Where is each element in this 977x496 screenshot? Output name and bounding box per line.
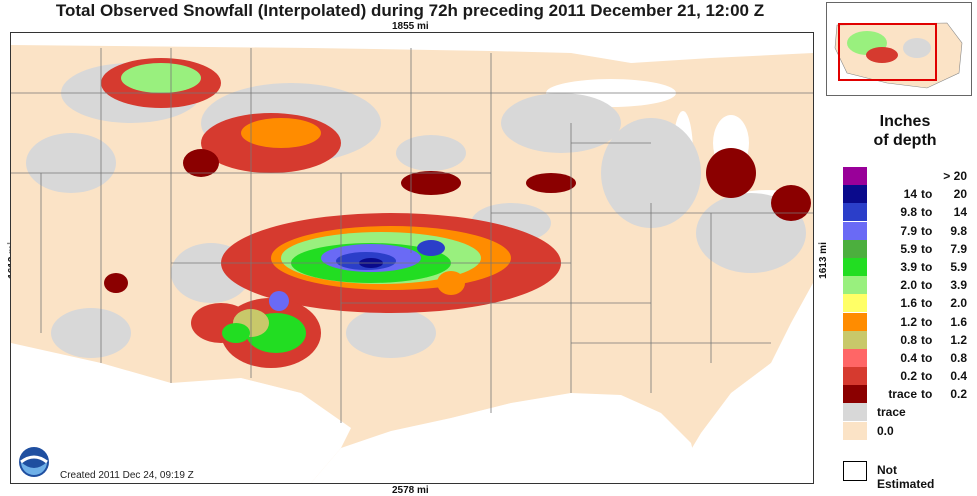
legend-row: 1.6 to 2.0 xyxy=(843,294,973,313)
legend-range-low: 9.8 xyxy=(900,205,917,220)
legend-range-to: to xyxy=(921,259,933,274)
created-timestamp: Created 2011 Dec 24, 09:19 Z xyxy=(60,470,194,481)
legend-range-high: 1.6 xyxy=(950,314,967,329)
legend-range-to: to xyxy=(921,187,933,202)
legend-range-high: 5.9 xyxy=(950,259,967,274)
legend-row: 14 to 20 xyxy=(843,185,973,204)
legend-row: 0.8 to 1.2 xyxy=(843,330,973,349)
legend-range-high: 0.4 xyxy=(950,369,967,384)
legend-range-to: to xyxy=(921,205,933,220)
legend-swatch xyxy=(843,221,867,240)
legend-row: 1.2 to 1.6 xyxy=(843,312,973,331)
legend-range-low: 0.8 xyxy=(900,332,917,347)
legend-swatch xyxy=(843,167,867,185)
legend-range-to: to xyxy=(921,387,933,402)
legend-range-high: > 20 xyxy=(943,169,967,183)
legend-swatch xyxy=(843,312,867,331)
legend-range-to: to xyxy=(921,296,933,311)
legend-title-line2: of depth xyxy=(873,132,937,149)
legend-range-low: 0.2 xyxy=(900,369,917,384)
legend-swatch xyxy=(843,385,867,404)
legend-range-to: to xyxy=(921,332,933,347)
legend-label: 0.0 xyxy=(877,423,894,438)
legend-range-to: to xyxy=(921,223,933,238)
inset-extent-frame xyxy=(838,23,937,81)
snowfall-map-svg xyxy=(11,33,813,483)
distance-right-label: 1613 mi xyxy=(817,242,829,279)
heavy-snow-areas xyxy=(269,240,445,311)
legend-swatch xyxy=(843,294,867,313)
legend-swatch xyxy=(843,367,867,386)
distance-bottom-label: 2578 mi xyxy=(392,485,429,496)
noaa-logo-icon xyxy=(19,447,49,477)
legend-row: 5.9 to 7.9 xyxy=(843,239,973,258)
atlantic-water xyxy=(701,283,813,483)
legend-row: 3.9 to 5.9 xyxy=(843,257,973,276)
legend-range-low: 2.0 xyxy=(900,278,917,293)
legend-range-to: to xyxy=(921,369,933,384)
legend: > 20 14 to 20 9.8 to 14 7.9 to 9.8 5.9 to 7.9 3.9 to 5.… xyxy=(843,167,973,440)
legend-range-to: to xyxy=(921,241,933,256)
legend-range-high: 14 xyxy=(953,205,967,220)
mexico-region xyxy=(11,343,351,483)
legend-swatch xyxy=(843,330,867,349)
snowfall-map xyxy=(10,32,814,484)
legend-title: Inches of depth xyxy=(850,112,960,150)
legend-range-low: 14 xyxy=(903,187,917,202)
legend-range-high: 7.9 xyxy=(950,241,967,256)
legend-row: trace xyxy=(843,403,973,422)
legend-row: 9.8 to 14 xyxy=(843,203,973,222)
legend-range-low: 5.9 xyxy=(900,241,917,256)
legend-row: 7.9 to 9.8 xyxy=(843,221,973,240)
legend-range-low: 1.6 xyxy=(900,296,917,311)
legend-range-low: 3.9 xyxy=(900,259,917,274)
legend-row: 0.2 to 0.4 xyxy=(843,367,973,386)
legend-swatch xyxy=(843,203,867,222)
legend-swatch xyxy=(843,403,867,422)
canada-region xyxy=(11,33,813,63)
legend-range-high: 1.2 xyxy=(950,332,967,347)
legend-range-high: 9.8 xyxy=(950,223,967,238)
legend-range-high: 0.8 xyxy=(950,350,967,365)
legend-range-low: trace xyxy=(888,387,917,402)
legend-range-high: 3.9 xyxy=(950,278,967,293)
map-title: Total Observed Snowfall (Interpolated) d… xyxy=(55,1,765,20)
state-borders xyxy=(11,48,813,423)
legend-range-low: 1.2 xyxy=(900,314,917,329)
legend-range-low: 7.9 xyxy=(900,223,917,238)
legend-row: 2.0 to 3.9 xyxy=(843,276,973,295)
legend-swatch xyxy=(843,276,867,295)
legend-swatch xyxy=(843,185,867,204)
legend-swatch xyxy=(843,239,867,258)
legend-range-high: 20 xyxy=(953,187,967,202)
inset-locator-map xyxy=(826,2,972,96)
gulf-water xyxy=(311,393,701,483)
legend-row: > 20 xyxy=(843,167,973,185)
legend-swatch xyxy=(843,461,867,481)
legend-row: 0.0 xyxy=(843,421,973,440)
legend-row: trace to 0.2 xyxy=(843,385,973,404)
legend-not-estimated-label: Not Estimated xyxy=(877,463,935,491)
legend-row: 0.4 to 0.8 xyxy=(843,348,973,367)
legend-range-to: to xyxy=(921,350,933,365)
legend-label: trace xyxy=(877,405,906,420)
legend-swatch xyxy=(843,348,867,367)
distance-top-label: 1855 mi xyxy=(392,21,429,32)
legend-swatch xyxy=(843,421,867,440)
legend-swatch xyxy=(843,257,867,276)
inset-locator-svg xyxy=(834,22,963,89)
legend-range-high: 0.2 xyxy=(950,387,967,402)
legend-range-low: 0.4 xyxy=(900,350,917,365)
legend-range-high: 2.0 xyxy=(950,296,967,311)
legend-range-to: to xyxy=(921,314,933,329)
legend-range-to: to xyxy=(921,278,933,293)
legend-title-line1: Inches xyxy=(879,113,931,130)
